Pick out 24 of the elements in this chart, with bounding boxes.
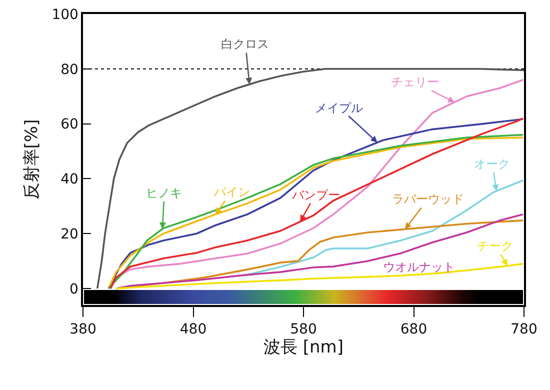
y-tick-label: 20 [60, 226, 78, 243]
x-tick-label: 380 [70, 322, 96, 338]
y-tick-label: 80 [60, 62, 78, 78]
series-label: ヒノキ [146, 186, 182, 200]
series-label: チーク [477, 239, 513, 253]
series-label: チェリー [391, 75, 439, 89]
text: メイプル [315, 101, 363, 115]
x-tick-label: 480 [180, 322, 207, 338]
line-series [115, 262, 524, 290]
x-tick-label: 780 [510, 322, 538, 338]
y-tick-label: 60 [60, 116, 78, 133]
y-tick-label: 0 [70, 281, 78, 298]
y-axis-title: 反射率[%] [22, 119, 42, 200]
x-tick-label: 680 [400, 322, 428, 338]
series-label: パイン [213, 185, 250, 199]
y-tick-label: 40 [60, 172, 78, 188]
x-tick-label: 580 [290, 322, 317, 338]
series-label: ラバーウッド [392, 192, 464, 206]
x-axis-title: 波長 [nm] [263, 338, 344, 358]
text: 白クロス [221, 37, 269, 51]
series-label: オーク [474, 157, 510, 171]
series-label: バンブー [291, 188, 340, 202]
series-label: ウオルナット [383, 260, 455, 274]
y-tick-label: 100 [52, 6, 78, 23]
